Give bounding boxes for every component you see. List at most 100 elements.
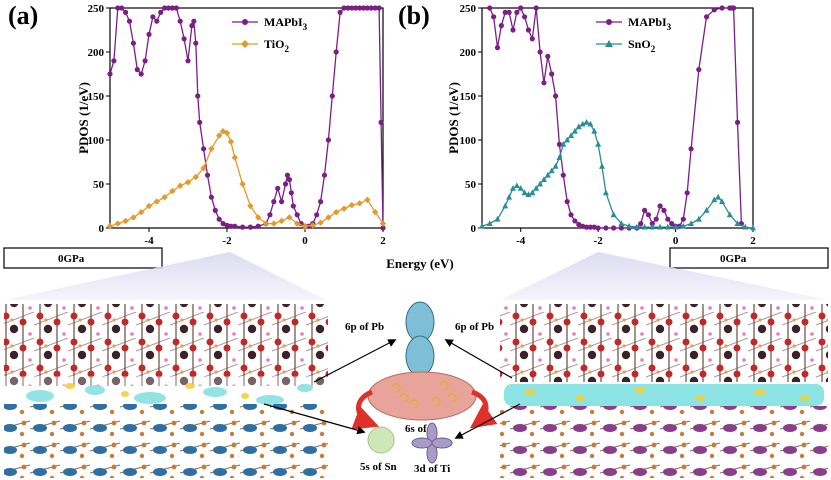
data-point <box>703 14 710 20</box>
data-point <box>239 180 246 188</box>
pb-orbital-bottom-lobe <box>405 335 435 377</box>
data-point <box>731 5 737 11</box>
legend-label-mapbi-b: MAPbI3 <box>628 15 672 32</box>
data-point <box>564 199 570 205</box>
charge-density-a <box>26 384 313 405</box>
axes-a: 0 50 100 150 200 250 -4 -2 0 2 <box>88 3 387 247</box>
data-point <box>556 141 563 147</box>
data-point <box>502 9 508 15</box>
data-point <box>378 119 384 125</box>
series-line <box>109 130 384 227</box>
data-point <box>591 127 598 134</box>
red-arrow-left <box>351 389 380 430</box>
data-point <box>529 36 535 42</box>
data-point <box>661 207 667 213</box>
label-6p-pb-right: 6p of Pb <box>455 321 494 333</box>
data-point <box>348 201 355 209</box>
data-point <box>514 9 520 15</box>
data-point <box>153 198 160 205</box>
xtick-label--2: -2 <box>222 235 232 247</box>
data-point <box>220 221 226 227</box>
panel-letter-a: (a) <box>8 1 38 30</box>
data-point <box>115 5 121 11</box>
data-point <box>321 172 328 178</box>
data-point <box>341 5 347 11</box>
data-point <box>181 36 187 42</box>
data-point <box>726 211 733 218</box>
data-point <box>204 172 211 178</box>
data-point <box>711 196 718 203</box>
legend-marker-sno2-b <box>605 40 613 47</box>
data-point <box>642 207 648 213</box>
data-point <box>184 179 192 186</box>
data-point <box>169 5 175 11</box>
data-point <box>680 216 686 222</box>
data-point <box>368 5 374 11</box>
data-point <box>271 199 277 205</box>
data-point <box>208 194 214 200</box>
data-point <box>294 220 301 227</box>
data-point <box>309 222 316 229</box>
data-point <box>695 215 702 222</box>
legend-label-sno2-b: SnO2 <box>628 37 656 54</box>
data-point <box>576 221 582 228</box>
data-point <box>510 27 516 33</box>
projection-wedge-b <box>500 252 828 300</box>
data-point <box>491 14 497 20</box>
data-point <box>158 9 164 15</box>
data-point <box>345 5 351 11</box>
data-point <box>349 5 355 11</box>
data-point <box>376 5 382 11</box>
data-point <box>618 220 625 226</box>
data-point <box>208 145 215 152</box>
data-point <box>669 221 675 227</box>
data-point <box>228 223 234 229</box>
i-orbital-electrons <box>391 381 457 409</box>
data-point <box>325 214 332 221</box>
ytick-label-0: 0 <box>99 223 105 235</box>
data-point <box>684 190 690 196</box>
data-point <box>599 163 606 169</box>
pressure-box-frame-b <box>669 247 829 269</box>
data-point <box>353 5 359 11</box>
axes-b: 0 50 100 150 200 250 -4 -2 0 2 <box>460 3 757 247</box>
data-point <box>138 71 144 77</box>
data-point <box>185 58 191 64</box>
data-point <box>649 221 655 227</box>
data-point <box>583 224 590 230</box>
data-point <box>150 14 156 20</box>
charge-density-yellow-a <box>65 383 249 399</box>
legend-label-tio2-a: TiO2 <box>264 37 289 54</box>
data-point <box>364 196 371 204</box>
data-point <box>161 194 168 201</box>
orbital-diagram: 6p of Pb 6p of Pb 6s of I 5s of Sn 3d of… <box>263 301 521 475</box>
data-point <box>317 219 324 226</box>
data-point <box>286 214 293 221</box>
ti-orbital <box>411 422 453 464</box>
data-point <box>278 217 285 225</box>
data-point <box>564 136 571 143</box>
label-5s-sn: 5s of Sn <box>360 461 397 473</box>
data-point <box>494 45 501 51</box>
data-point <box>189 23 195 29</box>
data-point <box>146 31 152 37</box>
data-point <box>333 208 340 216</box>
ylabel-b: PDOS (1/eV) <box>446 82 461 154</box>
data-point <box>142 58 148 64</box>
plot-frame-a <box>109 7 384 229</box>
label-6p-pb-left: 6p of Pb <box>345 321 384 333</box>
data-point <box>195 93 201 99</box>
data-point <box>750 224 756 231</box>
data-point <box>719 198 726 204</box>
data-point <box>657 203 663 209</box>
data-point <box>134 67 140 73</box>
data-point <box>247 224 253 230</box>
data-point <box>664 223 671 230</box>
xlabel-shared: Energy (eV) <box>386 256 454 271</box>
pressure-label-a: 0GPa <box>58 253 85 265</box>
data-point <box>360 5 367 11</box>
data-point <box>509 185 516 191</box>
data-point <box>325 137 331 143</box>
pdos-chart-a: (a) 0 50 100 150 200 250 -4 -2 0 2 PDOS (1/eV) MA… <box>8 1 386 247</box>
data-point <box>610 211 617 218</box>
